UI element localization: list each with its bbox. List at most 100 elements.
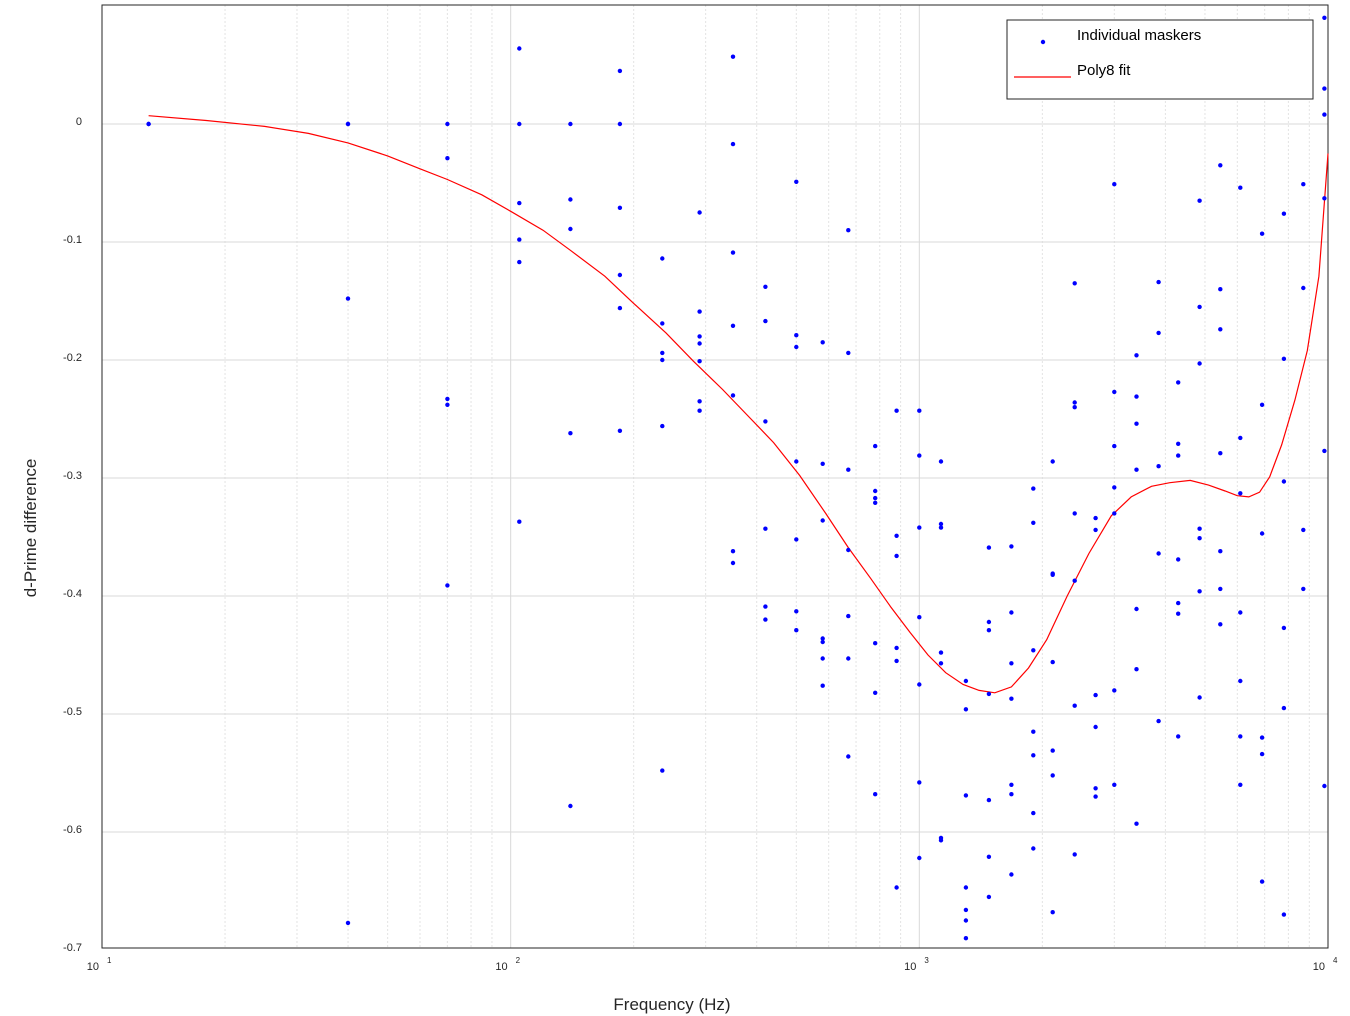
masker-point <box>794 537 799 542</box>
masker-point <box>1176 611 1181 616</box>
masker-point <box>1281 625 1287 631</box>
masker-point <box>1050 572 1055 577</box>
masker-point <box>1259 531 1265 536</box>
masker-point <box>660 321 665 326</box>
y-tick-label: -0.7 <box>63 942 82 954</box>
masker-point <box>1093 527 1098 533</box>
masker-point <box>794 628 799 633</box>
masker-point <box>730 250 736 255</box>
masker-point <box>963 936 969 941</box>
masker-point <box>1072 578 1077 583</box>
masker-point <box>794 459 799 464</box>
masker-point <box>820 656 825 661</box>
masker-point <box>938 525 944 530</box>
masker-point <box>917 525 922 530</box>
masker-point <box>1197 695 1202 700</box>
masker-point <box>345 920 351 926</box>
masker-point <box>517 519 522 524</box>
masker-point <box>345 121 351 127</box>
x-tick-label: 10 1 <box>87 956 112 973</box>
masker-point <box>1050 773 1055 778</box>
masker-point <box>1134 394 1139 399</box>
masker-point <box>1031 753 1036 758</box>
masker-point <box>1176 557 1181 562</box>
x-tick-label: 10 4 <box>1313 956 1338 973</box>
masker-point <box>986 619 992 625</box>
masker-point <box>1281 705 1287 711</box>
masker-point <box>986 894 992 900</box>
masker-point <box>894 645 899 651</box>
masker-point <box>146 121 151 127</box>
masker-point <box>873 500 878 505</box>
masker-point <box>1093 786 1098 791</box>
masker-point <box>1322 448 1327 454</box>
masker-point <box>1218 622 1223 627</box>
masker-point <box>345 296 351 301</box>
masker-point <box>1009 792 1014 797</box>
x-tick-exponent: 2 <box>516 956 521 965</box>
masker-point <box>445 156 450 161</box>
masker-point <box>1259 231 1265 236</box>
masker-point <box>873 488 878 494</box>
masker-point <box>1156 330 1161 336</box>
masker-point <box>1238 185 1243 190</box>
masker-point <box>1218 327 1223 332</box>
masker-point <box>697 334 702 339</box>
masker-point <box>1238 610 1243 615</box>
masker-point <box>894 553 899 559</box>
masker-point <box>568 226 573 232</box>
masker-point <box>730 549 736 554</box>
masker-point <box>1031 648 1036 653</box>
x-tick-labels: 10 1 10 2 10 3 10 4 <box>87 956 1338 973</box>
masker-point <box>1072 405 1077 410</box>
masker-point <box>1050 910 1055 915</box>
plot-frame <box>101 4 1329 949</box>
masker-point <box>1238 678 1243 684</box>
masker-point <box>963 678 969 684</box>
masker-point <box>568 197 573 202</box>
masker-point <box>894 658 899 664</box>
masker-point <box>1134 667 1139 672</box>
masker-point <box>1009 661 1014 666</box>
masker-point <box>445 396 450 402</box>
masker-point <box>568 803 573 809</box>
masker-point <box>1218 451 1223 456</box>
masker-point <box>1112 688 1117 693</box>
masker-point <box>1134 606 1139 612</box>
masker-point <box>697 359 702 364</box>
y-tick-label: -0.6 <box>63 824 82 836</box>
masker-point <box>794 609 799 614</box>
masker-point <box>917 682 922 687</box>
masker-point <box>938 661 944 666</box>
y-tick-label: -0.2 <box>63 352 82 364</box>
masker-point <box>697 309 702 314</box>
masker-point <box>1259 879 1265 884</box>
masker-point <box>794 333 799 338</box>
masker-point <box>1301 527 1306 533</box>
masker-point <box>1176 734 1181 739</box>
masker-point <box>938 521 944 527</box>
masker-point <box>794 344 799 350</box>
masker-point <box>617 305 623 311</box>
masker-point <box>938 459 944 464</box>
x-tick-label: 10 2 <box>495 956 520 973</box>
masker-point <box>820 461 825 466</box>
masker-point <box>1156 718 1161 724</box>
masker-point <box>873 495 878 501</box>
masker-point <box>873 641 878 646</box>
masker-point <box>1112 782 1117 787</box>
masker-point <box>894 885 899 890</box>
masker-point <box>873 443 878 449</box>
masker-point <box>1238 782 1243 787</box>
x-tick-base: 10 <box>904 961 916 973</box>
masker-point <box>1134 821 1139 826</box>
masker-point <box>617 272 623 278</box>
masker-point <box>1322 196 1327 201</box>
grid <box>102 5 1328 948</box>
masker-point <box>1050 659 1055 665</box>
masker-point <box>1156 551 1161 556</box>
masker-point <box>846 754 851 759</box>
masker-point <box>445 402 450 407</box>
masker-point <box>963 907 969 913</box>
